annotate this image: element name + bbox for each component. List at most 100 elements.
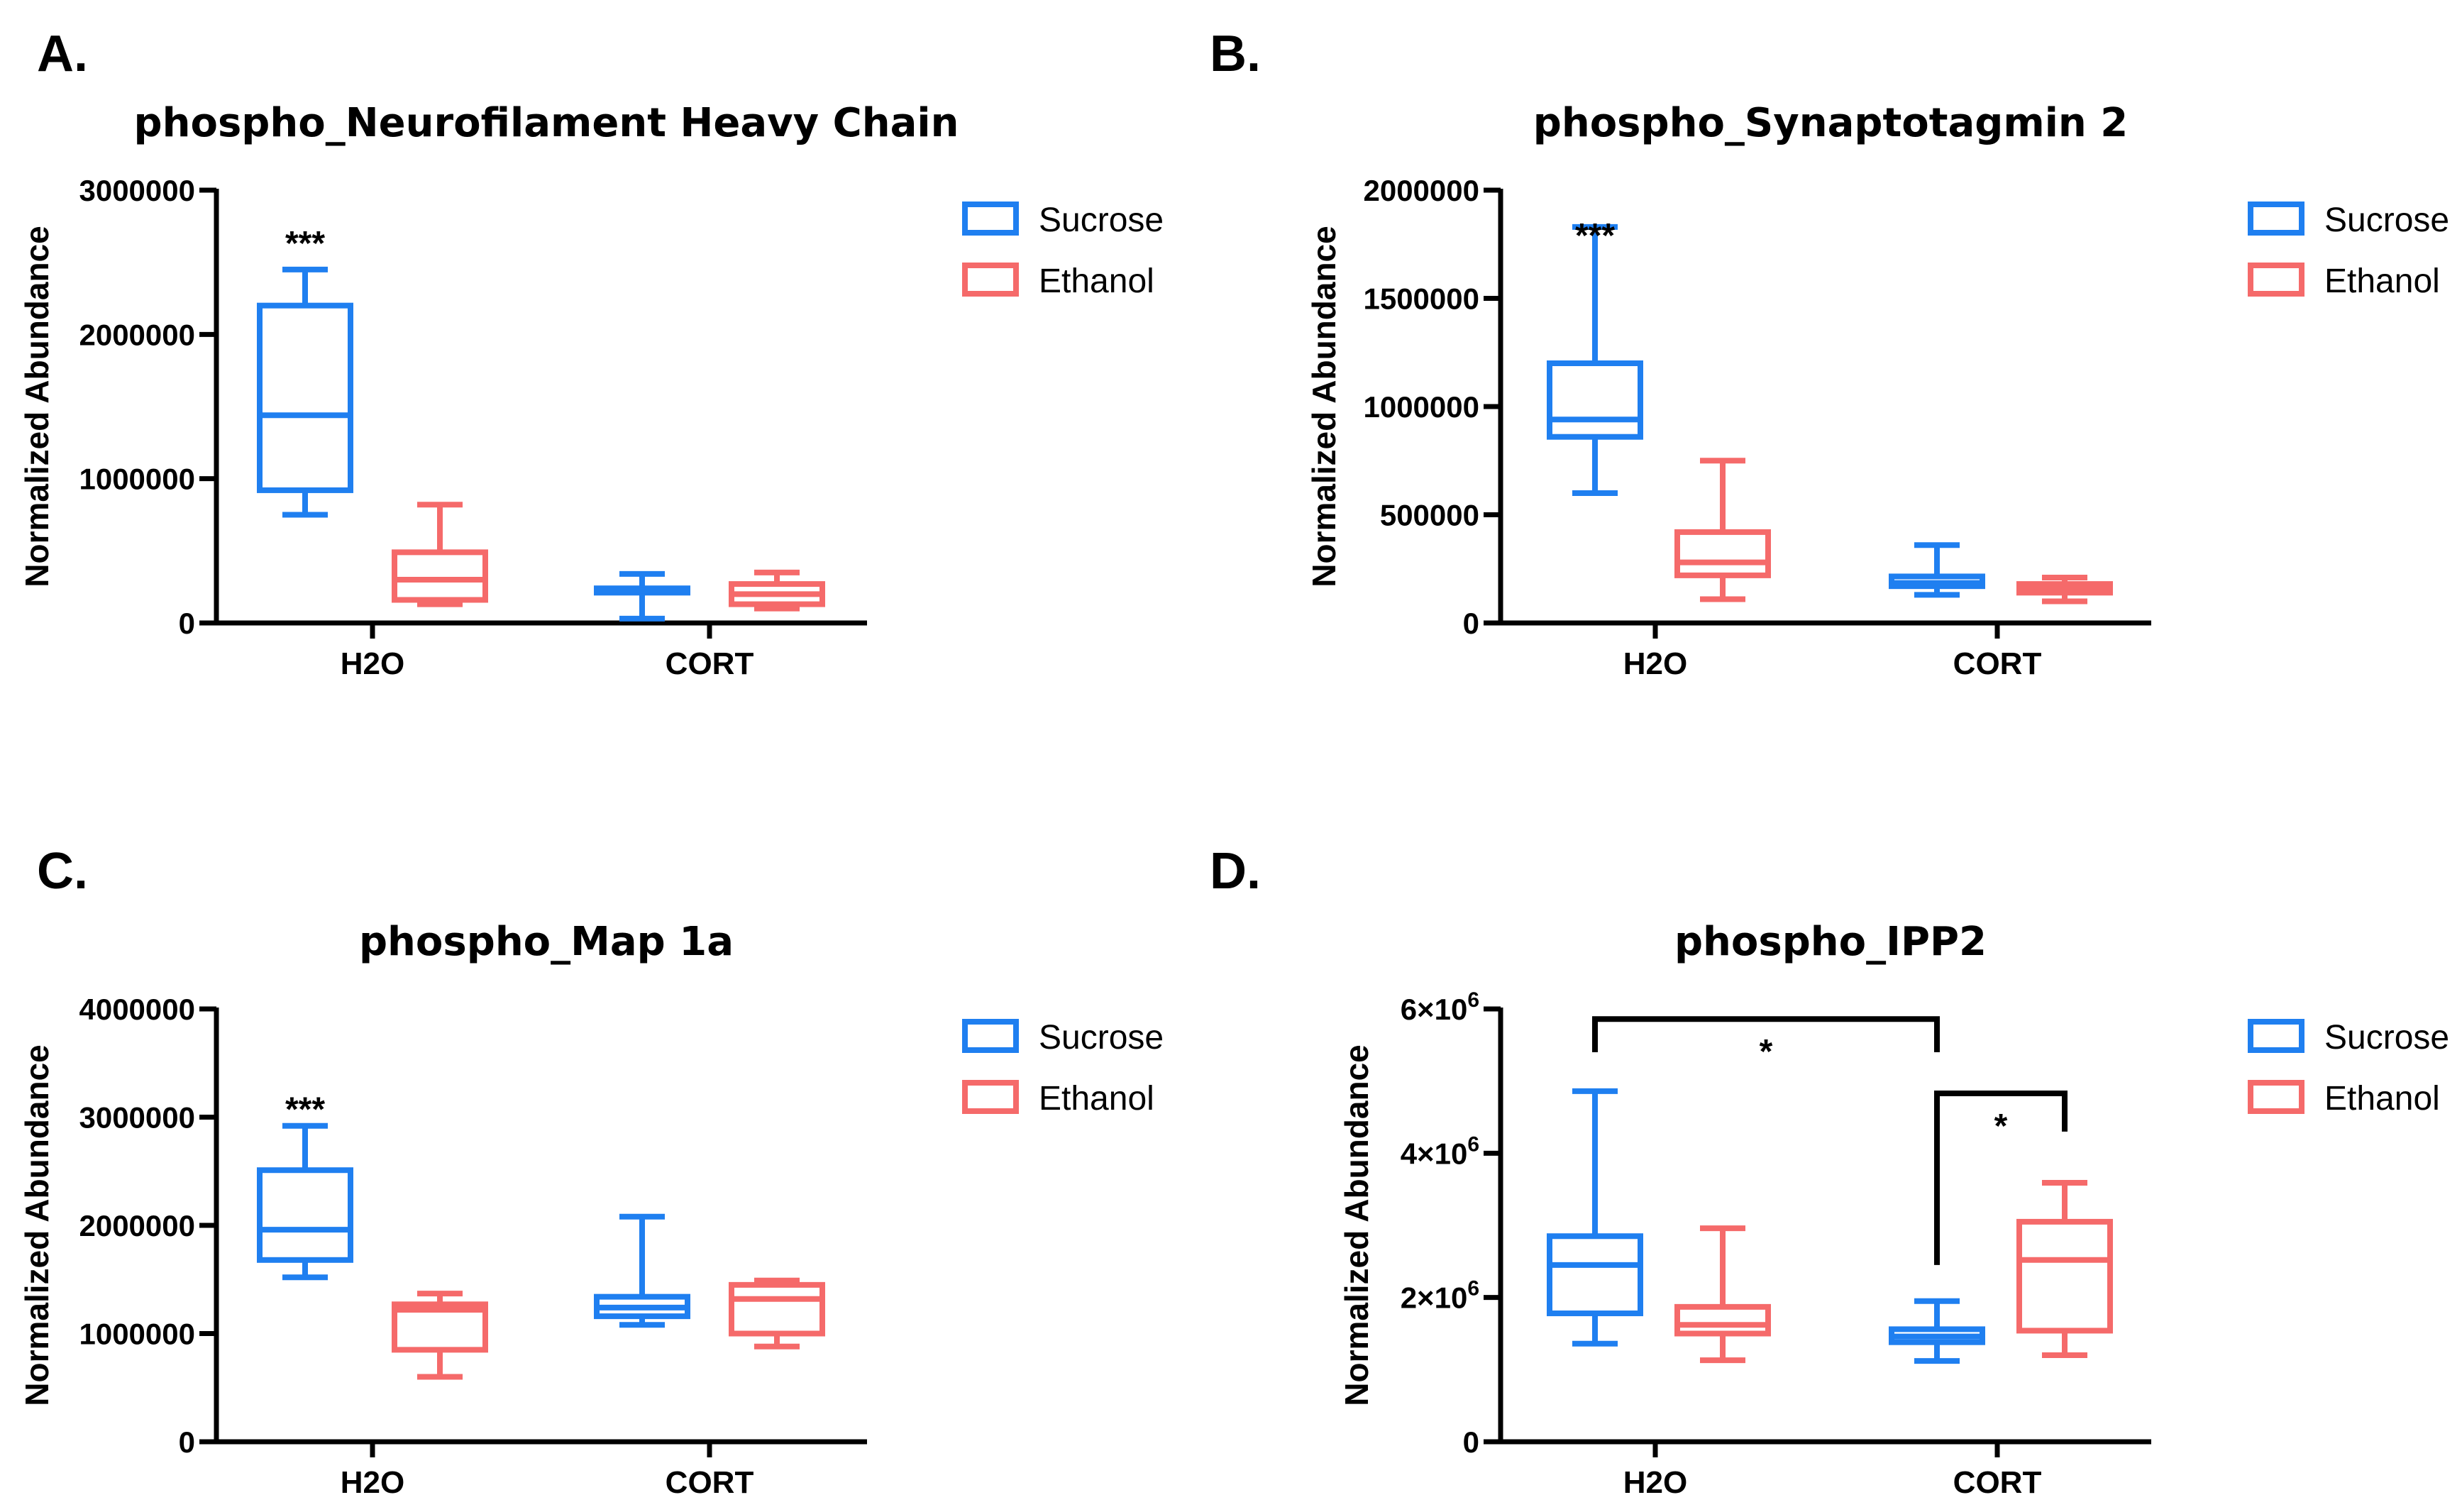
box-iqr <box>392 1301 488 1353</box>
y-tick-label: 2000000 <box>79 318 195 351</box>
y-axis-label: Normalized Abundance <box>18 1044 55 1406</box>
box-ethanol-h2o <box>392 502 488 607</box>
legend-label: Sucrose <box>1039 1019 1164 1056</box>
y-tick-label: 2×106 <box>1401 1277 1479 1315</box>
legend-swatch <box>962 1080 1019 1114</box>
significance-bracket <box>1934 1090 2068 1265</box>
y-tick-label: 6×106 <box>1401 988 1479 1026</box>
significance-marker: * <box>1760 1033 1773 1071</box>
legend-swatch <box>962 202 1019 236</box>
legend-swatch <box>962 263 1019 297</box>
y-tick-label: 3000000 <box>79 1101 195 1135</box>
box-iqr <box>257 302 353 493</box>
legend-item-sucrose: Sucrose <box>962 202 1164 239</box>
box-sucrose-h2o <box>257 266 353 518</box>
y-tick-label: 1500000 <box>1363 282 1479 316</box>
legend-label: Ethanol <box>2324 1080 2440 1118</box>
y-tick-label: 2000000 <box>79 1209 195 1242</box>
box-sucrose-h2o <box>1547 224 1643 496</box>
box-ethanol-h2o <box>392 1291 488 1380</box>
y-tick-label: 4000000 <box>79 993 195 1026</box>
significance-marker: *** <box>1575 217 1615 255</box>
x-tick-label: H2O <box>341 646 404 681</box>
y-tick-label: 2000000 <box>1363 174 1479 207</box>
box-ethanol-h2o <box>1674 1225 1771 1364</box>
significance-bracket <box>1592 1016 1940 1052</box>
chart-title: phospho_Neurofilament Heavy Chain <box>134 100 959 146</box>
chart-title: phospho_Synaptotagmin 2 <box>1533 100 2129 146</box>
panel-label: D. <box>1210 843 1261 900</box>
legend-swatch <box>2248 263 2304 297</box>
y-axis-label: Normalized Abundance <box>1338 1044 1375 1406</box>
significance-marker: *** <box>285 225 325 263</box>
legend-item-sucrose: Sucrose <box>2248 202 2449 239</box>
y-tick-label: 0 <box>179 1425 195 1459</box>
box-sucrose-cort <box>1889 1298 1985 1364</box>
legend-label: Sucrose <box>2324 1019 2449 1056</box>
y-tick-label: 500000 <box>1380 499 1479 532</box>
legend-label: Sucrose <box>1039 202 1164 239</box>
x-tick-label: CORT <box>1953 646 2042 681</box>
panel-c: C. phospho_Map 1a Normalized Abundance 0 100… <box>18 843 1164 1500</box>
box-iqr <box>257 1167 353 1263</box>
significance-marker: *** <box>285 1091 325 1129</box>
y-tick-label: 1000000 <box>79 463 195 496</box>
box-ethanol-h2o <box>1674 458 1771 602</box>
legend-label: Sucrose <box>2324 202 2449 239</box>
box-iqr <box>729 1281 825 1337</box>
box-iqr <box>1674 529 1771 578</box>
x-tick-label: H2O <box>1623 1465 1687 1500</box>
box-sucrose-cort <box>594 570 690 622</box>
box-ethanol-cort <box>2016 574 2113 605</box>
panel-d: D. phospho_IPP2 Normalized Abundance 0 2×106… <box>1210 843 2449 1500</box>
legend-label: Ethanol <box>2324 263 2440 300</box>
legend-swatch <box>2248 1080 2304 1114</box>
x-tick-label: H2O <box>1623 646 1687 681</box>
y-axis-label: Normalized Abundance <box>18 226 55 587</box>
box-sucrose-h2o <box>257 1122 353 1281</box>
box-iqr <box>1547 360 1643 440</box>
box-ethanol-cort <box>2016 1180 2113 1358</box>
x-tick-label: CORT <box>666 1465 754 1500</box>
legend-swatch <box>2248 1019 2304 1053</box>
box-iqr <box>1674 1303 1771 1337</box>
box-sucrose-cort <box>1889 542 1985 598</box>
panel-label: A. <box>37 26 88 82</box>
legend-label: Ethanol <box>1039 1080 1154 1118</box>
box-iqr <box>1547 1233 1643 1317</box>
x-tick-label: CORT <box>666 646 754 681</box>
y-tick-label: 0 <box>179 607 195 640</box>
legend-item-ethanol: Ethanol <box>2248 263 2440 300</box>
box-iqr <box>392 549 488 603</box>
legend-item-ethanol: Ethanol <box>962 263 1154 300</box>
y-tick-label: 3000000 <box>79 174 195 207</box>
panel-a: A. phospho_Neurofilament Heavy Chain Norma… <box>18 26 1164 681</box>
y-tick-label: 0 <box>1463 1425 1479 1459</box>
legend-swatch <box>2248 202 2304 236</box>
y-tick-label: 4×106 <box>1401 1132 1479 1170</box>
box-ethanol-cort <box>729 1277 825 1350</box>
box-sucrose-cort <box>594 1213 690 1328</box>
legend-item-ethanol: Ethanol <box>962 1080 1154 1118</box>
chart-title: phospho_IPP2 <box>1674 919 1987 965</box>
y-tick-label: 0 <box>1463 607 1479 640</box>
legend-label: Ethanol <box>1039 263 1154 300</box>
x-tick-label: H2O <box>341 1465 404 1500</box>
panel-label: C. <box>37 843 88 900</box>
x-tick-label: CORT <box>1953 1465 2042 1500</box>
y-axis-label: Normalized Abundance <box>1305 226 1342 587</box>
legend-item-sucrose: Sucrose <box>2248 1019 2449 1056</box>
panel-label: B. <box>1210 26 1261 82</box>
y-tick-label: 1000000 <box>1363 390 1479 424</box>
y-tick-label: 1000000 <box>79 1318 195 1351</box>
significance-marker: * <box>1994 1108 2008 1145</box>
box-iqr <box>2016 1218 2113 1334</box>
legend-swatch <box>962 1019 1019 1053</box>
panel-b: B. phospho_Synaptotagmin 2 Normalized Abun… <box>1210 26 2449 681</box>
box-ethanol-cort <box>729 569 825 612</box>
legend-item-sucrose: Sucrose <box>962 1019 1164 1056</box>
chart-title: phospho_Map 1a <box>359 919 734 965</box>
legend-item-ethanol: Ethanol <box>2248 1080 2440 1118</box>
box-sucrose-h2o <box>1547 1088 1643 1347</box>
